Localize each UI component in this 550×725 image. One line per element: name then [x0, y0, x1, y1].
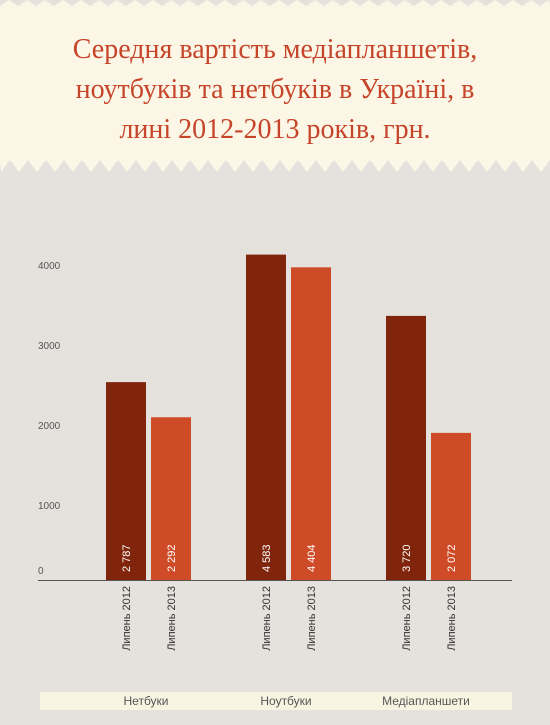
x-tick-label: Липень 2012 [401, 586, 413, 651]
bar [431, 432, 471, 580]
category-label: Нетбуки [123, 694, 169, 708]
bar-value-label: 4 404 [306, 544, 318, 572]
bar-value-label: 2 787 [121, 544, 133, 572]
chart-title: Середня вартість медіапланшетів, ноутбук… [0, 30, 550, 150]
x-tick-label: Липень 2013 [306, 586, 318, 651]
category-label: Медіапланшети [382, 694, 470, 708]
bar [106, 382, 146, 580]
bar [151, 417, 191, 580]
x-tick-label: Липень 2012 [261, 586, 273, 651]
banner-zigzag-shape [0, 0, 550, 172]
bar-value-label: 3 720 [401, 544, 413, 572]
title-line-2: ноутбуків та нетбуків в Україні, в [75, 74, 475, 105]
y-tick-label: 1000 [38, 501, 61, 512]
bar-chart: 0 1000 2000 3000 4000 2 787 Липень 2012 2 292 Ли… [38, 254, 512, 651]
bar-value-label: 4 583 [261, 544, 273, 572]
bar-value-label: 2 292 [166, 544, 178, 572]
y-tick-label: 3000 [38, 341, 61, 352]
bar [291, 267, 331, 580]
bar [386, 315, 426, 580]
bar-value-label: 2 072 [446, 544, 458, 572]
y-tick-label: 0 [38, 566, 44, 577]
title-line-3: лині 2012-2013 років, грн. [119, 114, 431, 145]
category-label: Ноутбуки [260, 694, 312, 708]
x-tick-label: Липень 2013 [446, 586, 458, 651]
y-tick-label: 2000 [38, 421, 61, 432]
x-tick-label: Липень 2013 [166, 586, 178, 651]
x-tick-label: Липень 2012 [121, 586, 133, 651]
title-banner: Середня вартість медіапланшетів, ноутбук… [0, 0, 550, 175]
category-label-bar: Нетбуки Ноутбуки Медіапланшети [40, 692, 512, 710]
title-line-1: Середня вартість медіапланшетів, [72, 34, 478, 65]
y-tick-label: 4000 [38, 261, 61, 272]
bar [246, 254, 286, 580]
